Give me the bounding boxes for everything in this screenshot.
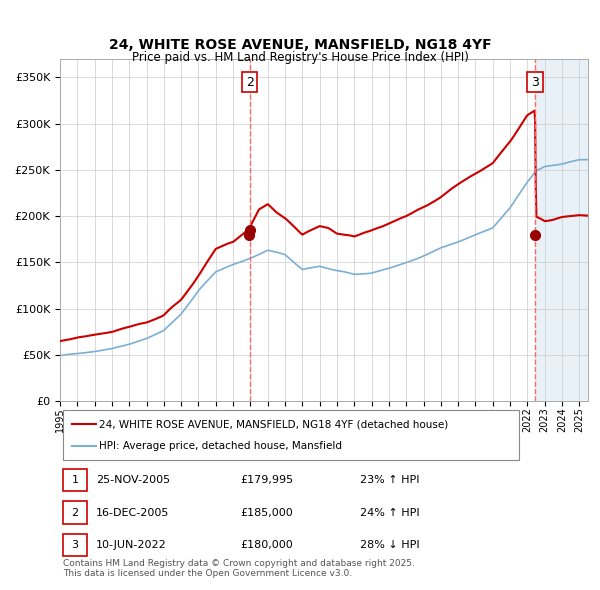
- Text: £185,000: £185,000: [240, 508, 293, 517]
- Text: 10-JUN-2022: 10-JUN-2022: [96, 540, 167, 550]
- Text: 24, WHITE ROSE AVENUE, MANSFIELD, NG18 4YF (detached house): 24, WHITE ROSE AVENUE, MANSFIELD, NG18 4…: [99, 419, 448, 429]
- Text: 25-NOV-2005: 25-NOV-2005: [96, 476, 170, 485]
- Text: 24, WHITE ROSE AVENUE, MANSFIELD, NG18 4YF: 24, WHITE ROSE AVENUE, MANSFIELD, NG18 4…: [109, 38, 491, 53]
- Text: 3: 3: [531, 76, 539, 88]
- Text: 2: 2: [246, 76, 254, 88]
- Bar: [535, 59, 588, 401]
- Text: 23% ↑ HPI: 23% ↑ HPI: [360, 476, 419, 485]
- Text: 28% ↓ HPI: 28% ↓ HPI: [360, 540, 419, 550]
- Text: 16-DEC-2005: 16-DEC-2005: [96, 508, 169, 517]
- Text: 1: 1: [71, 476, 79, 485]
- Text: Contains HM Land Registry data © Crown copyright and database right 2025.
This d: Contains HM Land Registry data © Crown c…: [63, 559, 415, 578]
- Text: 24% ↑ HPI: 24% ↑ HPI: [360, 508, 419, 517]
- Text: HPI: Average price, detached house, Mansfield: HPI: Average price, detached house, Mans…: [99, 441, 342, 451]
- Text: Price paid vs. HM Land Registry's House Price Index (HPI): Price paid vs. HM Land Registry's House …: [131, 51, 469, 64]
- Text: 3: 3: [71, 540, 79, 550]
- Text: £180,000: £180,000: [240, 540, 293, 550]
- Text: £179,995: £179,995: [240, 476, 293, 485]
- Text: 2: 2: [71, 508, 79, 517]
